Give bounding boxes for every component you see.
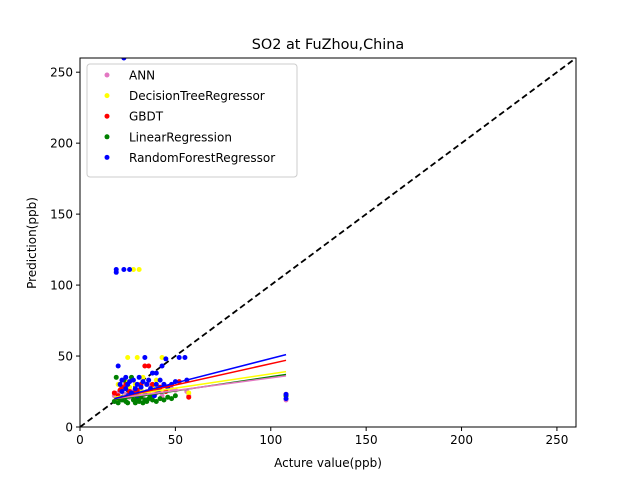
point-4-7 — [121, 58, 127, 61]
legend-marker-3 — [104, 134, 110, 140]
point-3-1 — [113, 374, 119, 380]
x-tick-label-3: 150 — [355, 433, 378, 447]
fit-line-2 — [114, 359, 287, 400]
point-4-19 — [136, 374, 142, 380]
point-1-15 — [153, 377, 159, 383]
point-3-25 — [169, 396, 175, 402]
point-3-13 — [136, 398, 142, 404]
x-tick-label-1: 50 — [168, 433, 183, 447]
y-tick-label-1: 50 — [58, 350, 73, 364]
point-3-2 — [115, 400, 121, 406]
legend-marker-0 — [104, 72, 110, 78]
y-axis-label: Prediction(ppb) — [25, 197, 39, 289]
point-4-16 — [132, 386, 138, 392]
point-4-6 — [121, 266, 127, 272]
point-2-11 — [149, 381, 155, 387]
axes-frame — [79, 57, 577, 428]
point-4-9 — [123, 374, 129, 380]
legend-marker-4 — [104, 154, 110, 160]
legend-label-4: RandomForestRegressor — [129, 151, 275, 165]
legend-box — [86, 63, 298, 178]
point-4-30 — [153, 381, 159, 387]
legend: ANN DecisionTreeRegressor GBDT LinearRegres… — [86, 63, 298, 178]
point-2-10 — [146, 363, 152, 369]
axes: 0 50 100 150 200 250 0 50 100 150 200 250 — [50, 57, 577, 447]
y-tick-label-0: 0 — [65, 421, 73, 435]
point-4-17 — [134, 381, 140, 387]
point-3-7 — [125, 400, 131, 406]
y-tick-label-2: 100 — [50, 279, 73, 293]
point-3-24 — [165, 394, 171, 400]
point-2-16 — [186, 394, 192, 400]
point-3-23 — [161, 397, 167, 403]
chart-title: SO2 at FuZhou,China — [252, 37, 404, 53]
point-4-8 — [123, 386, 129, 392]
y-tick-label-3: 150 — [50, 208, 73, 222]
point-3-21 — [153, 398, 159, 404]
point-1-8 — [134, 354, 140, 360]
point-1-11 — [140, 374, 146, 380]
point-4-2 — [115, 363, 121, 369]
y-tick-label-4: 200 — [50, 137, 73, 151]
point-4-15 — [130, 377, 136, 383]
point-2-9 — [142, 363, 148, 369]
legend-marker-1 — [104, 93, 110, 99]
point-2-0 — [111, 390, 117, 396]
point-4-5 — [119, 389, 125, 395]
point-4-4 — [119, 377, 125, 383]
y-tick-label-5: 250 — [50, 66, 73, 80]
point-4-43 — [283, 391, 289, 397]
point-4-12 — [127, 266, 133, 272]
point-4-22 — [142, 354, 148, 360]
point-4-13 — [127, 379, 133, 385]
point-4-20 — [138, 384, 144, 390]
point-3-26 — [172, 393, 178, 399]
point-3-20 — [149, 397, 155, 403]
point-1-20 — [186, 390, 192, 396]
point-3-22 — [157, 396, 163, 402]
point-3-11 — [132, 400, 138, 406]
legend-label-0: ANN — [129, 69, 155, 83]
x-tick-label-2: 100 — [259, 433, 282, 447]
point-4-1 — [113, 269, 119, 275]
point-4-40 — [182, 354, 188, 360]
point-4-32 — [157, 377, 163, 383]
fit-line-4 — [114, 353, 287, 400]
legend-label-1: DecisionTreeRegressor — [129, 89, 265, 103]
fit-line-0 — [114, 375, 287, 400]
point-4-21 — [140, 379, 146, 385]
point-4-39 — [176, 354, 182, 360]
legend-label-3: LinearRegression — [129, 130, 232, 144]
point-4-35 — [163, 356, 169, 362]
point-1-6 — [130, 266, 136, 272]
x-tick-label-0: 0 — [76, 433, 84, 447]
point-4-27 — [149, 370, 155, 376]
point-4-42 — [283, 396, 289, 402]
point-4-25 — [146, 377, 152, 383]
point-4-24 — [144, 381, 150, 387]
point-1-4 — [125, 354, 131, 360]
point-4-3 — [117, 381, 123, 387]
series-1-points — [113, 266, 289, 402]
x-tick-label-5: 250 — [545, 433, 568, 447]
point-1-9 — [136, 266, 142, 272]
x-axis-label: Acture value(ppb) — [274, 456, 382, 470]
plot-area — [80, 58, 576, 427]
point-4-33 — [159, 363, 165, 369]
legend-label-2: GBDT — [129, 110, 164, 124]
legend-marker-2 — [104, 113, 110, 119]
reference-line — [80, 58, 576, 427]
x-tick-label-4: 200 — [450, 433, 473, 447]
point-1-17 — [159, 354, 165, 360]
point-4-29 — [153, 370, 159, 376]
